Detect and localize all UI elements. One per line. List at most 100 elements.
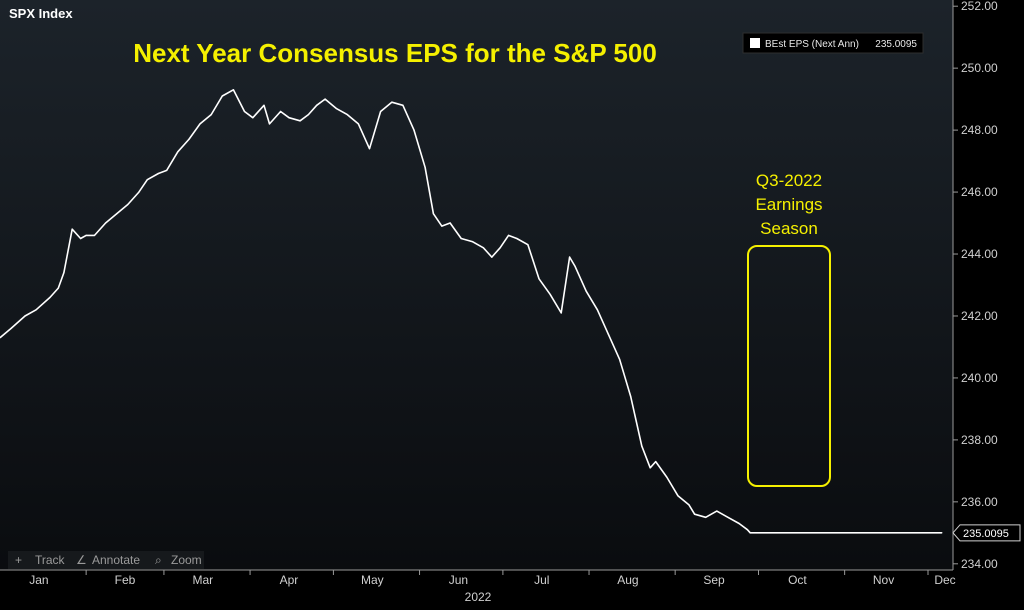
data-point bbox=[63, 272, 65, 274]
data-point bbox=[596, 309, 599, 311]
data-point bbox=[921, 532, 924, 534]
data-point bbox=[471, 241, 473, 243]
data-point bbox=[324, 98, 326, 100]
data-point bbox=[888, 532, 890, 534]
annotation-line-2: Earnings bbox=[755, 195, 822, 214]
data-point bbox=[146, 179, 148, 181]
y-axis: 234.00 236.00 238.00 240.00 242.00 244.00 246.… bbox=[953, 0, 998, 571]
legend-entry: BEst EPS (Next Ann) bbox=[765, 39, 859, 50]
data-point bbox=[280, 110, 282, 113]
data-point bbox=[488, 253, 490, 255]
last-value-tag-shape bbox=[952, 524, 1021, 542]
data-point bbox=[252, 117, 254, 119]
data-point bbox=[688, 504, 690, 506]
data-point bbox=[799, 532, 801, 534]
data-point bbox=[432, 213, 434, 215]
zoom-label[interactable]: Zoom bbox=[171, 553, 202, 567]
data-point bbox=[491, 256, 493, 258]
y-tick-label: 246.00 bbox=[961, 185, 998, 199]
data-point bbox=[941, 532, 943, 534]
data-point bbox=[538, 278, 540, 280]
data-point bbox=[166, 169, 168, 171]
data-point bbox=[933, 532, 935, 534]
data-point bbox=[441, 225, 443, 227]
data-point bbox=[816, 532, 818, 534]
data-point bbox=[507, 234, 510, 236]
data-point bbox=[138, 191, 140, 193]
data-point bbox=[866, 532, 868, 534]
data-point bbox=[910, 532, 912, 534]
data-point bbox=[116, 213, 118, 215]
data-point bbox=[210, 114, 212, 116]
data-point bbox=[807, 532, 810, 534]
zoom-tool[interactable]: ⌕ Zoom bbox=[155, 553, 202, 567]
data-point bbox=[424, 166, 426, 168]
chart-toolbar: + Track ∠ Annotate ⌕ Zoom bbox=[8, 551, 204, 569]
data-point bbox=[24, 315, 26, 317]
data-point bbox=[232, 89, 234, 91]
x-tick-label: Jun bbox=[449, 573, 468, 587]
data-point bbox=[368, 148, 371, 150]
data-point bbox=[380, 110, 382, 113]
data-point bbox=[268, 123, 271, 125]
last-value-label: 235.0095 bbox=[963, 528, 1009, 540]
data-point bbox=[402, 104, 404, 106]
legend-box bbox=[742, 32, 924, 54]
data-point bbox=[877, 532, 879, 534]
data-point bbox=[666, 476, 668, 478]
data-point bbox=[649, 467, 651, 469]
data-point bbox=[221, 95, 223, 97]
data-point bbox=[749, 532, 751, 534]
data-point bbox=[694, 513, 696, 515]
data-point bbox=[0, 337, 1, 339]
data-point bbox=[127, 203, 129, 206]
x-tick-label: Jan bbox=[29, 573, 48, 587]
track-label[interactable]: Track bbox=[35, 553, 66, 567]
data-point bbox=[85, 234, 87, 236]
y-axis-panel bbox=[953, 0, 1024, 610]
y-tick-label: 236.00 bbox=[961, 495, 998, 509]
data-point bbox=[549, 293, 551, 295]
annotation-box bbox=[747, 245, 831, 487]
data-point bbox=[288, 117, 290, 119]
series-points bbox=[0, 89, 943, 534]
data-point bbox=[655, 461, 657, 463]
annotation-line-1: Q3-2022 bbox=[756, 171, 822, 190]
x-tick-label: Apr bbox=[280, 573, 299, 587]
data-point bbox=[716, 510, 718, 512]
data-point bbox=[299, 120, 301, 122]
annotation-line-3: Season bbox=[760, 219, 818, 238]
x-tick-label: Sep bbox=[703, 573, 725, 587]
x-axis: Jan Feb Mar Apr May Jun Jul Aug Sep Oct Nov Dec bbox=[29, 570, 956, 587]
data-point bbox=[10, 327, 12, 329]
magnifier-icon: ⌕ bbox=[155, 553, 162, 567]
annotate-tool[interactable]: ∠ Annotate bbox=[76, 553, 140, 567]
y-tick-label: 234.00 bbox=[961, 557, 998, 571]
data-point bbox=[177, 151, 179, 153]
data-point bbox=[243, 110, 246, 113]
data-point bbox=[727, 516, 729, 518]
annotate-label[interactable]: Annotate bbox=[92, 553, 140, 567]
data-point bbox=[49, 296, 51, 298]
y-tick-label: 250.00 bbox=[961, 61, 998, 75]
data-point bbox=[527, 244, 529, 246]
data-point bbox=[460, 237, 462, 240]
y-tick-label: 252.00 bbox=[961, 0, 998, 13]
legend-swatch bbox=[750, 38, 760, 48]
crosshair-icon: + bbox=[15, 553, 22, 567]
data-point bbox=[574, 265, 576, 267]
data-point bbox=[391, 101, 393, 103]
data-point bbox=[824, 532, 826, 534]
plot-background bbox=[0, 0, 953, 570]
track-tool[interactable]: + Track bbox=[15, 553, 66, 567]
x-tick-label: Feb bbox=[115, 573, 136, 587]
x-tick-label: Oct bbox=[788, 573, 807, 587]
chart-title: Next Year Consensus EPS for the S&P 500 bbox=[133, 38, 657, 68]
data-point bbox=[641, 445, 643, 447]
data-point bbox=[199, 123, 201, 125]
data-point bbox=[357, 123, 359, 125]
earnings-season-annotation: Q3-2022 Earnings Season bbox=[747, 171, 831, 487]
data-point bbox=[335, 107, 337, 109]
x-tick-label: Jul bbox=[534, 573, 549, 587]
